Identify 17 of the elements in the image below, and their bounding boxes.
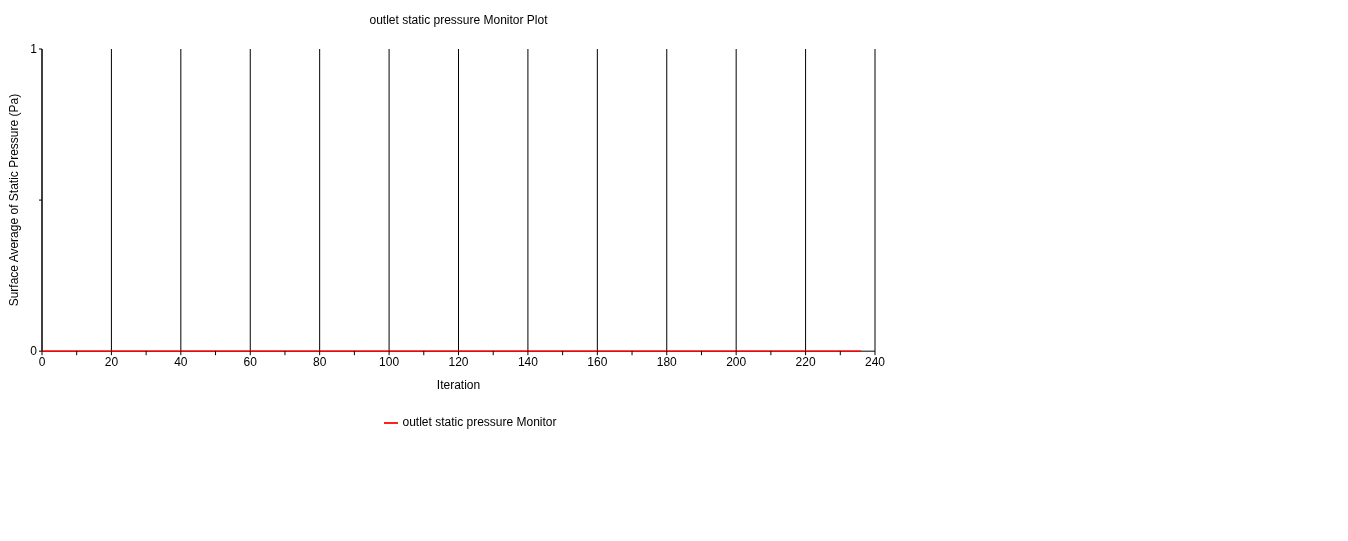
x-tick-label: 20 <box>104 354 119 369</box>
x-tick-label: 180 <box>656 354 678 369</box>
x-tick-label: 60 <box>243 354 258 369</box>
x-tick-label: 200 <box>726 354 747 369</box>
x-tick-label: 40 <box>174 354 188 369</box>
x-tick-label: 220 <box>795 354 816 369</box>
x-tick-label: 120 <box>448 354 469 369</box>
x-axis-title: Iteration <box>436 378 481 393</box>
x-tick-label: 100 <box>379 354 400 369</box>
y-axis-title: Surface Average of Static Pressure (Pa) <box>7 93 22 307</box>
x-tick-label: 160 <box>587 354 608 369</box>
legend-label: outlet static pressure Monitor <box>402 415 557 430</box>
y-tick-label: 1 <box>30 42 38 57</box>
x-tick-label: 140 <box>517 354 539 369</box>
x-tick-label: 80 <box>312 354 327 369</box>
x-tick-label: 240 <box>864 354 886 369</box>
chart-title: outlet static pressure Monitor Plot <box>368 13 549 27</box>
